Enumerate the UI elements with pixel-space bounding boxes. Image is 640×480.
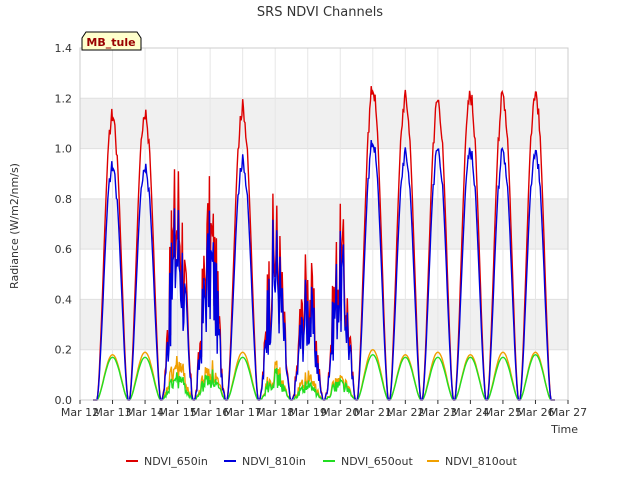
band xyxy=(80,299,568,350)
background-bands xyxy=(80,98,568,350)
annotation-label: MB_tule xyxy=(86,36,135,49)
legend-label-NDVI_810out: NDVI_810out xyxy=(445,455,517,468)
x-tick-label: Mar 18 xyxy=(256,406,294,419)
x-tick-label: Mar 27 xyxy=(549,406,587,419)
y-axis-ticks: 0.0 0.2 0.4 0.6 0.8 1.0 1.2 1.4 xyxy=(55,42,73,407)
y-tick-label: 1.4 xyxy=(55,42,73,55)
x-tick-label: Mar 17 xyxy=(224,406,262,419)
x-tick-label: Mar 21 xyxy=(354,406,392,419)
y-tick-label: 1.0 xyxy=(55,143,73,156)
band xyxy=(80,198,568,250)
y-axis-label: Radiance (W/m2/nm/s) xyxy=(8,163,21,289)
x-tick-label: Mar 12 xyxy=(61,406,99,419)
annotation-box: MB_tule xyxy=(81,31,142,51)
y-tick-label: 0.4 xyxy=(55,293,73,306)
y-tick-label: 0.8 xyxy=(55,193,73,206)
x-tick-label: Mar 26 xyxy=(516,406,554,419)
x-tick-label: Mar 25 xyxy=(484,406,522,419)
x-axis-label: Time xyxy=(550,423,578,436)
band xyxy=(80,98,568,149)
x-tick-label: Mar 14 xyxy=(126,406,164,419)
series-line-NDVI_810in xyxy=(93,140,555,401)
y-tick-label: 0.0 xyxy=(55,394,73,407)
legend-label-NDVI_650out: NDVI_650out xyxy=(341,455,413,468)
y-tick-label: 0.2 xyxy=(55,344,73,357)
legend-label-NDVI_650in: NDVI_650in xyxy=(144,455,208,468)
legend: NDVI_650in NDVI_810in NDVI_650out NDVI_810o… xyxy=(126,455,517,468)
x-tick-label: Mar 23 xyxy=(419,406,457,419)
y-tick-label: 1.2 xyxy=(55,92,73,105)
x-tick-label: Mar 13 xyxy=(93,406,131,419)
x-tick-label: Mar 19 xyxy=(289,406,327,419)
chart-title: SRS NDVI Channels xyxy=(257,5,383,20)
x-tick-label: Mar 22 xyxy=(386,406,424,419)
x-tick-label: Mar 20 xyxy=(321,406,359,419)
x-tick-label: Mar 16 xyxy=(191,406,229,419)
plot-frame xyxy=(79,47,569,401)
x-tick-label: Mar 15 xyxy=(158,406,196,419)
legend-label-NDVI_810in: NDVI_810in xyxy=(242,455,306,468)
x-tick-label: Mar 24 xyxy=(451,406,489,419)
y-tick-label: 0.6 xyxy=(55,243,73,256)
